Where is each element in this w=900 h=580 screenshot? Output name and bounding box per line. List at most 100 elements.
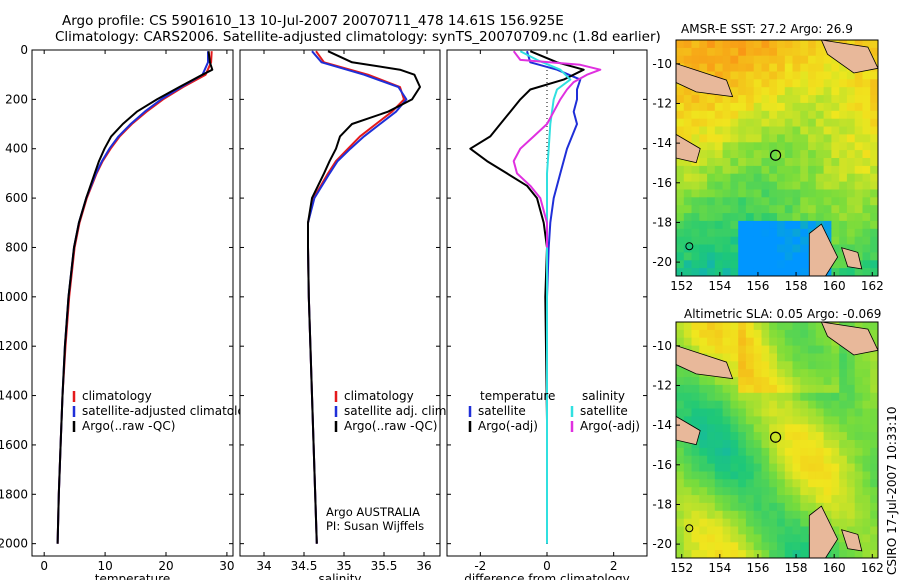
sla-map-cell [745,542,755,551]
sla-map-cell [784,447,794,457]
sst-map-cell [676,87,685,96]
sla-map-cell [699,392,708,402]
sla-map-cell [745,361,755,370]
sst-map-cell [676,197,685,206]
sla-map-cell [714,392,724,402]
sla-map-cell [800,440,809,449]
sst-map-cell [683,252,693,261]
sst-map-cell [784,142,794,151]
sla-map-cell [738,447,747,457]
sst-map-cell [714,158,724,167]
sst-map-cell [730,55,739,65]
sla-map-cell [761,361,770,370]
sla-map-cell [784,526,794,535]
sla-map-cell [777,408,786,417]
sla-map-cell [862,322,871,331]
sst-map-cell [753,150,763,159]
sst-map-cell [745,197,755,206]
sla-map-cell [722,455,731,465]
sst-map-cell [800,158,809,167]
sst-map-cell [745,173,755,183]
sst-map-cell [745,134,755,143]
sst-map-cell [831,189,840,198]
sla-map-cell [808,369,817,378]
sla-map-cell [839,479,848,488]
sst-map-cell [831,71,840,80]
sst-map-cell [815,47,825,57]
sst-map-cell [691,197,700,206]
sla-map-cell [777,550,786,558]
sst-map-cell [823,197,832,206]
sla-map-cell [777,479,786,488]
sst-map-cell [745,126,755,135]
sst-map-cell [745,150,755,159]
sst-map-cell [761,87,770,96]
sst-map-cell [870,71,878,80]
sst-map-xtick-label: 156 [746,279,769,293]
sla-map-cell [862,408,871,417]
sla-map-cell [862,487,871,496]
sst-map-cell [854,173,864,183]
sst-map-cell [714,173,724,183]
temperature-frame [31,49,234,557]
sst-map-cell [831,268,840,276]
sst-map-cell [753,71,763,80]
sla-map-cell [846,471,856,480]
sla-map-cell [683,495,693,504]
sla-map-cell [714,479,724,488]
sst-map-cell [870,47,878,57]
sla-map-cell [707,416,716,425]
sst-map-cell [683,205,693,214]
sla-map-cell [707,345,716,355]
sla-map-cell [769,369,778,378]
sst-map-cell [683,165,693,175]
sla-map-cell [839,502,848,512]
sla-map-cell [683,440,693,449]
sla-map-cell [683,487,693,496]
sla-map-cell [761,447,770,457]
temperature-ytick-label: 1200 [0,339,28,353]
salinity-xtick-label: 35 [336,559,351,573]
sst-map-cell [854,79,864,88]
sst-map-cell [800,165,809,175]
sst-map-cell [846,189,856,198]
sst-map-cell [753,181,763,191]
sla-map-cell [738,424,747,433]
sst-map-cell [839,158,848,167]
sst-map-cell [800,150,809,159]
sst-map-cell [815,173,825,183]
sst-map-cell [699,118,708,128]
sla-map-cell [738,345,747,355]
sst-map-cell [777,228,786,238]
sst-map-cell [792,213,801,222]
sla-map-cell [862,400,871,410]
sst-map-cell [846,95,856,104]
sst-map-cell [707,236,716,246]
sla-map-cell [761,377,770,386]
sla-map-cell [730,384,739,394]
sst-map-cell [676,213,685,222]
sst-map-cell [800,228,809,238]
sst-map-cell [831,244,840,253]
sst-map-cell [738,173,747,183]
sst-map-cell [831,110,840,120]
sst-map-cell [846,220,856,230]
sst-map-cell [839,118,848,128]
sla-map-cell [745,392,755,402]
sla-map-cell [815,329,825,339]
sla-map-cell [862,455,871,465]
sla-map-cell [823,384,832,394]
sla-map-cell [870,392,878,402]
figure-title-line2: Climatology: CARS2006. Satellite-adjuste… [55,29,661,45]
sla-map-cell [777,361,786,370]
sst-map-cell [784,126,794,135]
sla-map-cell [676,384,685,394]
sla-map-cell [707,322,716,331]
sst-map-cell [800,47,809,57]
sla-map-cell [691,479,700,488]
sla-map-cell [831,353,840,362]
sla-map-cell [870,329,878,339]
temperature-legend-label: satellite-adjusted climatology [82,404,260,418]
sla-map-cell [792,408,801,417]
sst-map-cell [784,220,794,230]
